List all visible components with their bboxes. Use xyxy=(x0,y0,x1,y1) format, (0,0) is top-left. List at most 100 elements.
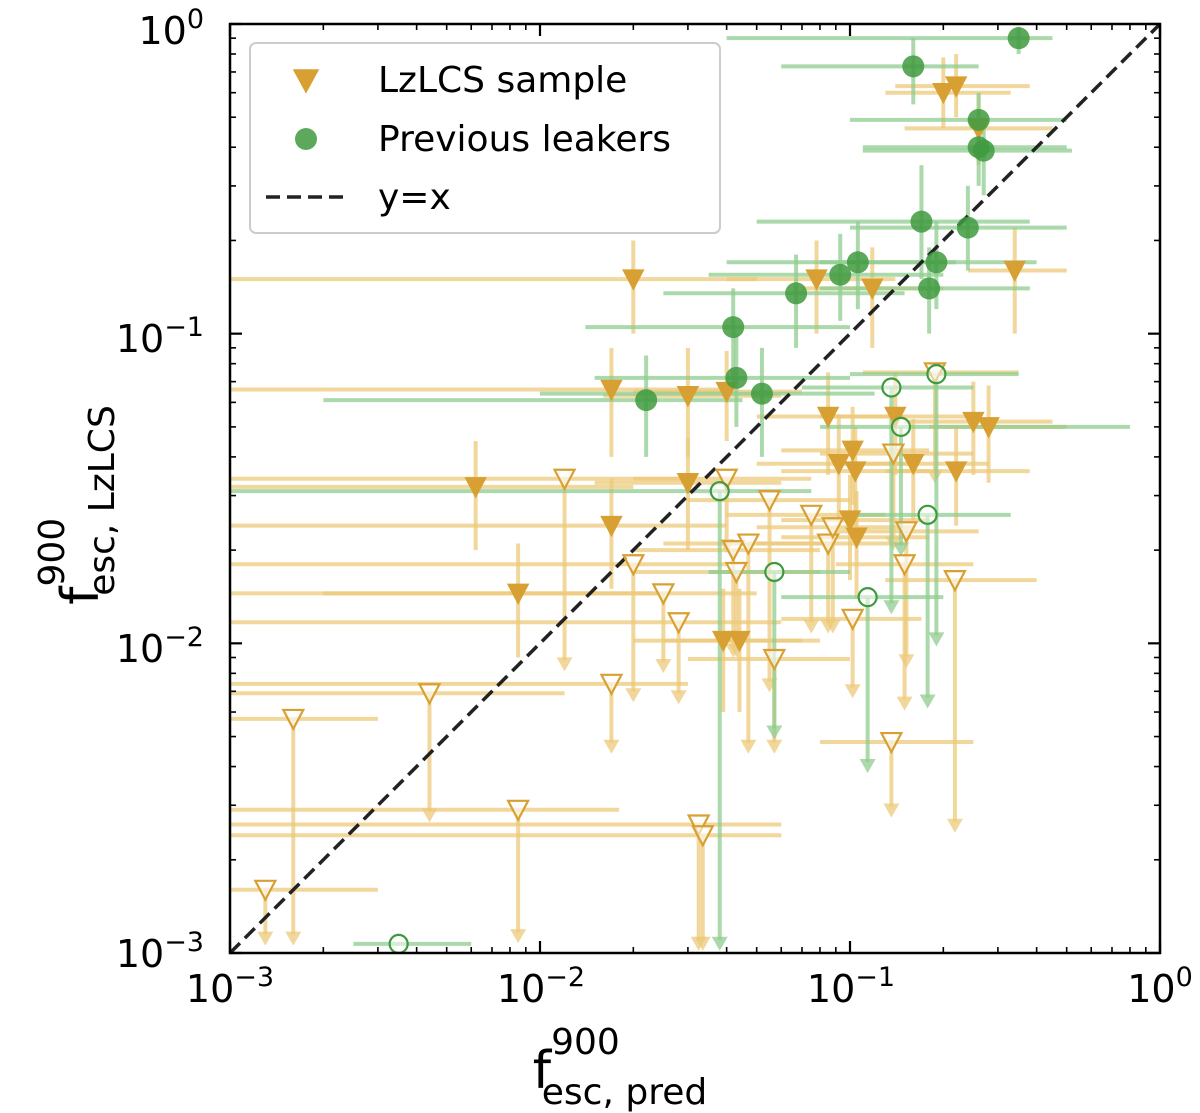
previous-leaker-point xyxy=(722,316,745,339)
lzlcs-upper-limit-point xyxy=(714,468,739,492)
previous-leaker-point xyxy=(925,251,948,274)
lzlcs-upper-limit-point xyxy=(894,521,919,544)
lzlcs-point xyxy=(711,630,735,653)
lzlcs-upper-limit-point xyxy=(892,554,917,577)
upper-limit-arrow-head xyxy=(556,657,573,672)
upper-limit-arrow-head xyxy=(824,619,841,634)
lzlcs-upper-limit-point xyxy=(799,504,824,528)
lzlcs-upper-limit-point xyxy=(820,517,845,540)
previous-leaker-point xyxy=(750,382,773,405)
y-equals-x-line xyxy=(228,22,1162,955)
lzlcs-point xyxy=(861,278,884,301)
lzlcs-point xyxy=(932,82,955,105)
upper-limit-arrow-head xyxy=(892,542,909,557)
previous-leaker-upper-limit-point xyxy=(881,377,902,398)
previous-leaker-point xyxy=(956,216,979,239)
upper-limit-arrow-head xyxy=(510,929,527,944)
previous-leaker-point xyxy=(910,210,933,233)
y-tick-label-1e-1: 10−1 xyxy=(116,312,204,361)
y-tick-label-1e-2: 10−2 xyxy=(116,622,204,671)
legend-box xyxy=(249,42,721,234)
lzlcs-upper-limit-point xyxy=(651,583,676,606)
previous-leaker-point xyxy=(846,251,869,274)
lzlcs-point xyxy=(728,630,751,653)
lzlcs-point xyxy=(600,379,623,402)
lzlcs-upper-limit-point xyxy=(253,879,278,903)
lzlcs-point xyxy=(841,440,864,462)
lzlcs-upper-limit-point xyxy=(879,731,904,755)
x-tick-label-1e0: 100 xyxy=(1127,962,1193,1011)
previous-leaker-point xyxy=(902,55,925,78)
lzlcs-point xyxy=(816,406,840,429)
y-axis-label: f900 esc, LzLCS xyxy=(32,405,123,605)
upper-limit-arrow-head xyxy=(859,758,876,773)
upper-limit-arrow-head xyxy=(655,659,672,674)
upper-limit-arrow-head xyxy=(766,725,783,740)
legend-prev-label: Previous leakers xyxy=(378,119,671,160)
upper-limit-arrow-head xyxy=(625,688,642,703)
y-tick-label-1e0: 100 xyxy=(138,4,204,53)
lzlcs-upper-limit-point xyxy=(816,533,840,556)
upper-limit-arrow-head xyxy=(928,632,945,647)
y-tick-label-1e-3: 10−3 xyxy=(116,927,204,976)
legend-lzlcs-marker xyxy=(292,69,320,94)
upper-limit-arrow-head xyxy=(766,739,783,754)
lzlcs-point xyxy=(902,454,925,476)
upper-limit-arrow-head xyxy=(946,818,963,833)
previous-leaker-point xyxy=(918,277,941,300)
lzlcs-point xyxy=(838,510,862,532)
markers-layer xyxy=(253,27,1030,955)
lzlcs-point xyxy=(464,477,487,499)
upper-limit-arrow-head xyxy=(844,684,861,699)
upper-limit-arrow-head xyxy=(421,808,438,823)
upper-limit-arrow-head xyxy=(896,696,913,711)
lzlcs-point xyxy=(622,269,645,291)
lzlcs-upper-limit-point xyxy=(690,825,715,848)
x-tick-label-1e-2: 10−2 xyxy=(497,962,585,1011)
lzlcs-point xyxy=(944,461,968,483)
upper-limit-arrow-head xyxy=(740,739,757,754)
lzlcs-point xyxy=(845,527,868,549)
lzlcs-upper-limit-point xyxy=(552,468,577,492)
previous-leaker-upper-limit-point xyxy=(857,587,878,608)
lzlcs-upper-limit-point xyxy=(281,708,306,732)
x-axis-label: f900 esc, pred xyxy=(533,1022,707,1113)
legend-prev-marker xyxy=(295,128,317,150)
upper-limit-arrow-head xyxy=(694,936,711,951)
lzlcs-upper-limit-point xyxy=(599,673,624,697)
lzlcs-upper-limit-point xyxy=(840,608,865,632)
lzlcs-upper-limit-point xyxy=(417,683,442,706)
plot-frame xyxy=(228,22,1162,955)
lzlcs-upper-limit-point xyxy=(943,570,967,593)
lzlcs-point xyxy=(977,417,1000,439)
upper-limit-arrow-head xyxy=(803,619,820,634)
lzlcs-upper-limit-point xyxy=(762,648,787,672)
upper-limit-arrow-head xyxy=(883,803,900,818)
lzlcs-upper-limit-point xyxy=(686,814,711,837)
upper-limit-arrow-head xyxy=(919,694,936,709)
legend-yx-label: y=x xyxy=(378,177,451,218)
upper-limit-arrow-head xyxy=(670,690,687,705)
lzlcs-point xyxy=(600,515,623,538)
previous-leaker-upper-limit-point xyxy=(709,481,730,502)
lzlcs-upper-limit-point xyxy=(506,799,530,823)
previous-leaker-point xyxy=(1007,27,1030,50)
previous-leaker-upper-limit-point xyxy=(764,561,785,583)
previous-leaker-upper-limit-point xyxy=(917,504,938,525)
lzlcs-point xyxy=(506,583,530,605)
lzlcs-upper-limit-point xyxy=(881,443,906,466)
previous-leaker-upper-limit-point xyxy=(926,364,947,385)
legend: LzLCS sample Previous leakers y=x xyxy=(249,42,721,234)
upper-limit-arrow-head xyxy=(603,739,620,754)
lzlcs-point xyxy=(844,461,867,483)
lzlcs-upper-limit-point xyxy=(724,561,749,585)
previous-leaker-point xyxy=(785,282,808,305)
legend-lzlcs-label: LzLCS sample xyxy=(378,60,627,101)
previous-leaker-point xyxy=(725,366,748,389)
upper-limit-arrow-head xyxy=(285,931,302,946)
lzlcs-upper-limit-point xyxy=(666,612,691,635)
x-tick-label-1e-1: 10−1 xyxy=(807,962,895,1011)
previous-leaker-point xyxy=(972,139,995,162)
lzlcs-upper-limit-point xyxy=(736,533,761,556)
